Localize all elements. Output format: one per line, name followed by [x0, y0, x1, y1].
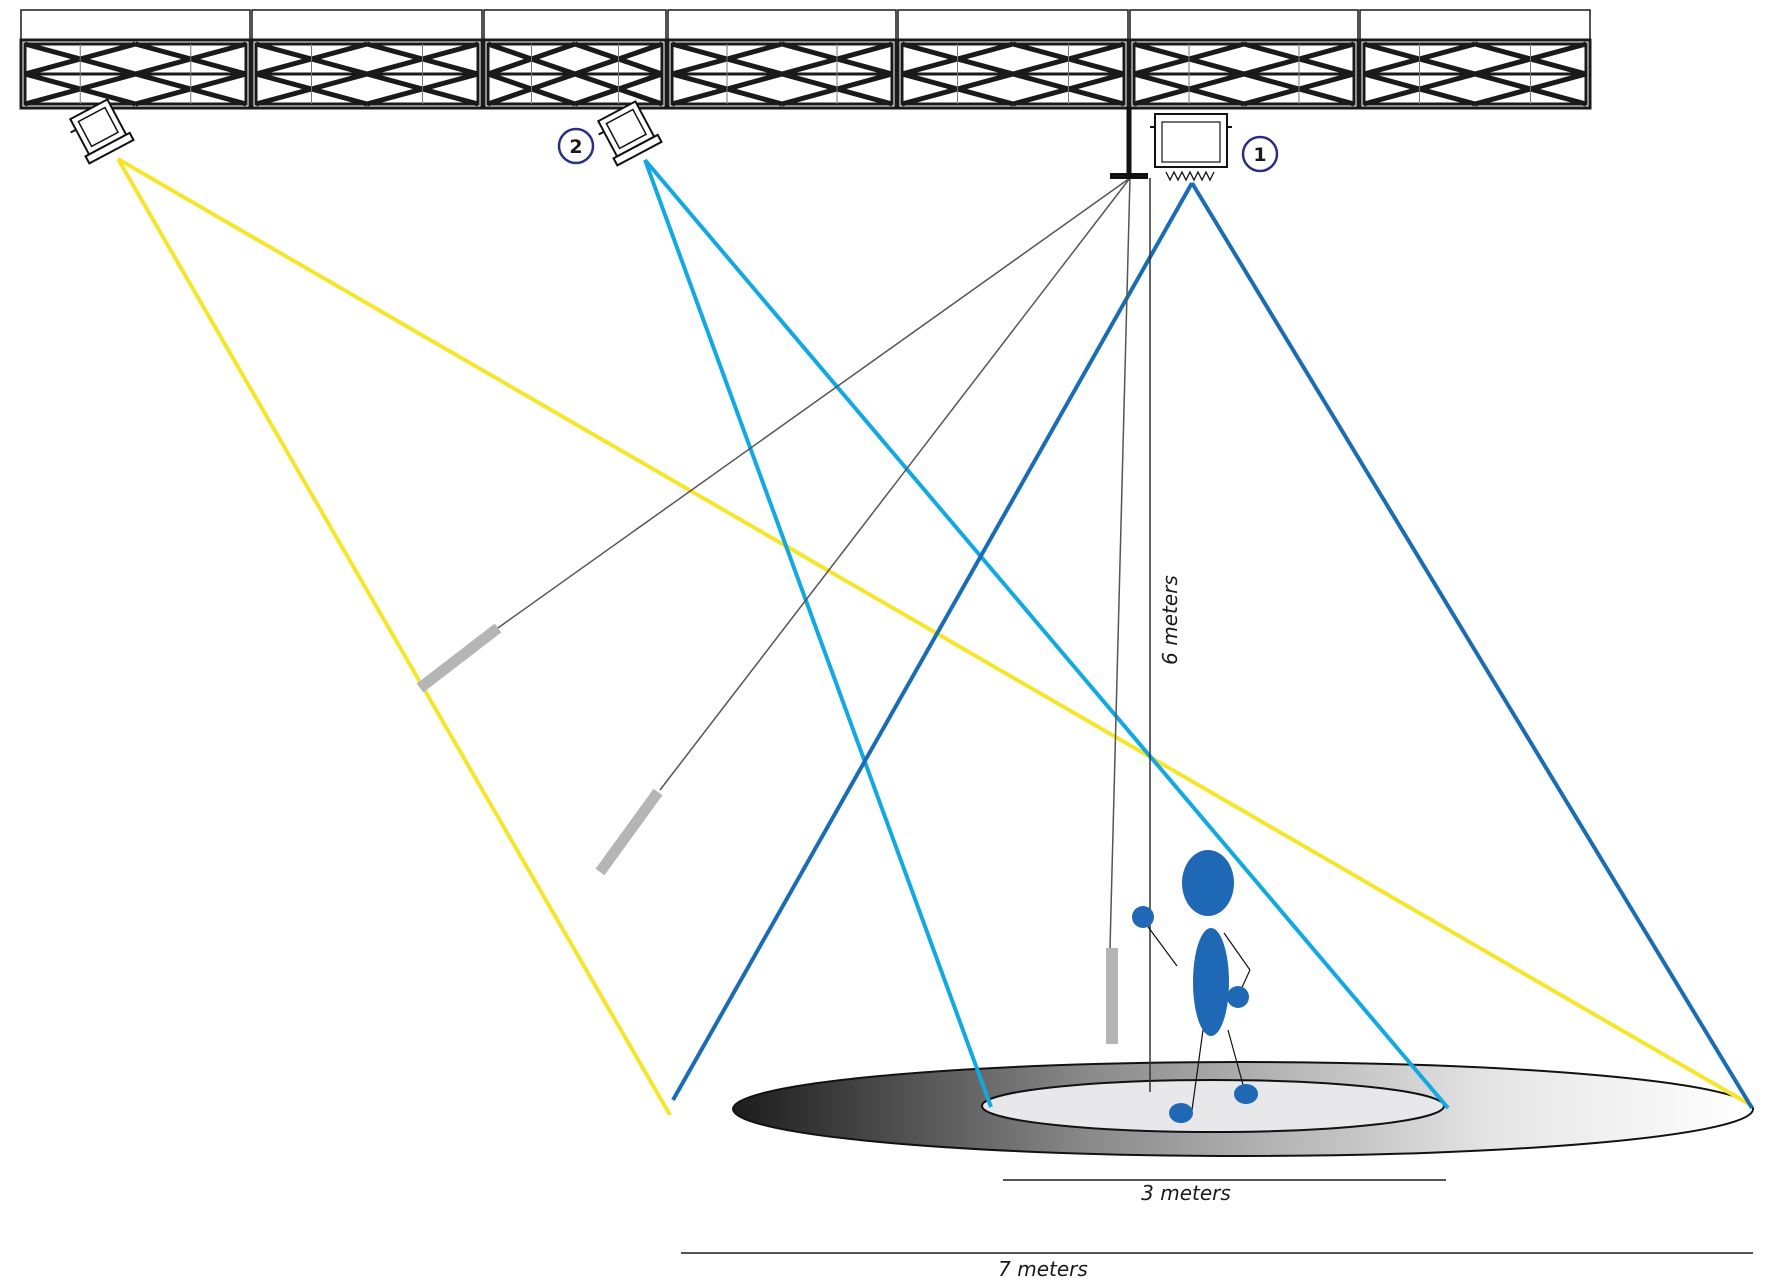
truss-segment — [482, 9, 668, 110]
moving-head-light-icon — [68, 98, 135, 165]
fresnel-light-icon — [1150, 113, 1232, 182]
truss-segment — [896, 9, 1130, 110]
sensor-sight-lines — [494, 177, 1151, 1092]
marker-2-label: 2 — [569, 136, 582, 158]
marker-2: 2 — [557, 127, 595, 165]
truss-segment — [1128, 9, 1360, 110]
marker-1: 1 — [1241, 135, 1279, 173]
truss-segment — [1358, 9, 1592, 110]
inner-width-label: 3 meters — [1141, 1181, 1231, 1205]
figure-hand — [1132, 906, 1154, 928]
figure-head — [1182, 850, 1234, 916]
moving-head-light-icon — [596, 100, 663, 167]
figure-hand — [1227, 986, 1249, 1008]
truss-segment — [666, 9, 898, 110]
truss-segment — [250, 9, 484, 110]
camera-bars — [416, 623, 1118, 1044]
light-beams — [116, 157, 1754, 1117]
truss-segment — [19, 9, 252, 110]
stick-figure-icon — [1132, 850, 1258, 1123]
figure-foot — [1234, 1084, 1258, 1104]
outer-width-dimension: 7 meters — [681, 1252, 1753, 1279]
inner-width-dimension: 3 meters — [1003, 1179, 1446, 1205]
marker-1-label: 1 — [1253, 144, 1266, 166]
inner-light-pool — [981, 1079, 1445, 1133]
light-blue-beam — [643, 158, 1450, 1110]
truss-drop-pole — [1110, 107, 1148, 179]
dark-blue-beam — [671, 181, 1754, 1110]
height-label: 6 meters — [1158, 575, 1182, 665]
figure-body — [1193, 928, 1229, 1036]
lighting-truss — [19, 9, 1592, 110]
figure-foot — [1169, 1103, 1193, 1123]
camera-bar — [416, 623, 502, 693]
floor-spot — [732, 1061, 1754, 1157]
yellow-beam — [116, 157, 1751, 1117]
camera-bar — [595, 788, 663, 876]
outer-width-label: 7 meters — [998, 1257, 1088, 1279]
